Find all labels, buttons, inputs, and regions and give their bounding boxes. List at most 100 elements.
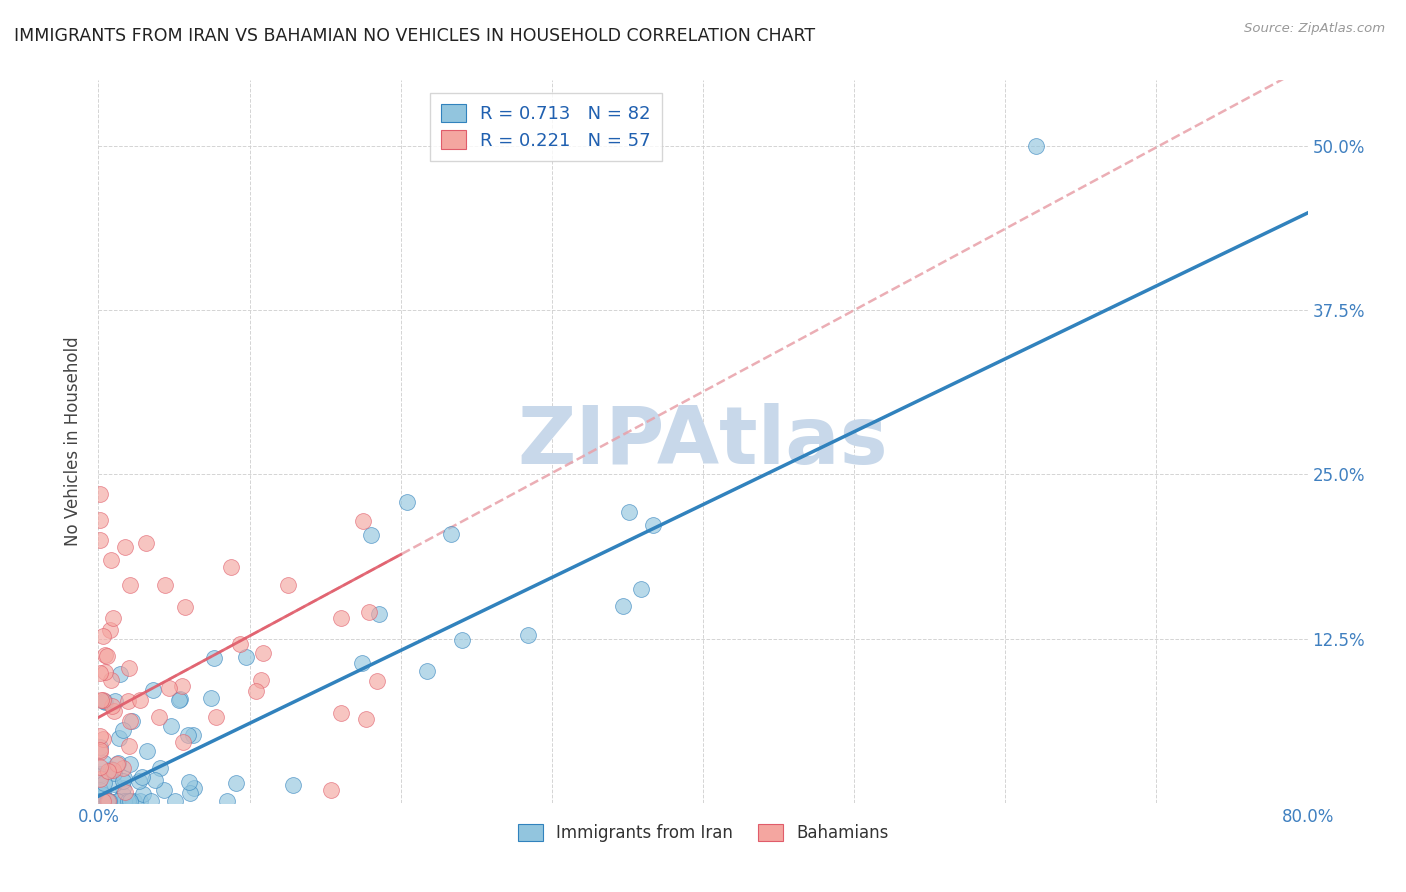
Point <box>90 795 112 809</box>
Point <box>100 764 122 778</box>
Point <box>103 704 125 718</box>
Text: ZIPAtlas: ZIPAtlas <box>517 402 889 481</box>
Point <box>619 505 641 519</box>
Point <box>97 795 120 809</box>
Point <box>112 761 135 775</box>
Point <box>112 781 135 796</box>
Point <box>89 729 111 743</box>
Point <box>250 673 273 688</box>
Point <box>215 795 238 809</box>
Point <box>114 784 136 798</box>
Point <box>103 777 125 791</box>
Point <box>114 540 136 554</box>
Point <box>219 559 242 574</box>
Point <box>100 553 122 567</box>
Point <box>368 607 391 621</box>
Point <box>179 787 201 801</box>
Point <box>93 694 115 708</box>
Point <box>153 577 176 591</box>
Point <box>235 650 257 665</box>
Point <box>129 795 152 809</box>
Point <box>202 650 225 665</box>
Point <box>174 599 197 614</box>
Point <box>205 710 228 724</box>
Point <box>129 692 152 706</box>
Point <box>105 794 128 808</box>
Point <box>118 739 141 753</box>
Point <box>128 774 150 789</box>
Point <box>89 772 111 786</box>
Point <box>135 536 157 550</box>
Point <box>416 664 439 678</box>
Point <box>96 795 118 809</box>
Point <box>104 694 127 708</box>
Point <box>103 766 125 780</box>
Point <box>145 773 167 788</box>
Point <box>91 795 114 809</box>
Point <box>245 683 267 698</box>
Point <box>89 746 111 760</box>
Point <box>157 681 180 695</box>
Point <box>105 757 128 772</box>
Point <box>98 623 121 637</box>
Point <box>112 773 135 788</box>
Point <box>97 795 120 809</box>
Point <box>100 673 122 687</box>
Point <box>169 692 191 706</box>
Point <box>1024 139 1046 153</box>
Point <box>366 673 388 688</box>
Point <box>90 693 112 707</box>
Text: IMMIGRANTS FROM IRAN VS BAHAMIAN NO VEHICLES IN HOUSEHOLD CORRELATION CHART: IMMIGRANTS FROM IRAN VS BAHAMIAN NO VEHI… <box>14 27 815 45</box>
Point <box>177 775 200 789</box>
Text: Source: ZipAtlas.com: Source: ZipAtlas.com <box>1244 22 1385 36</box>
Point <box>112 795 135 809</box>
Point <box>93 776 115 790</box>
Point <box>354 712 377 726</box>
Point <box>97 794 120 808</box>
Point <box>131 770 153 784</box>
Point <box>169 693 191 707</box>
Point <box>91 629 114 643</box>
Point <box>107 756 129 770</box>
Y-axis label: No Vehicles in Household: No Vehicles in Household <box>65 336 83 547</box>
Point <box>277 578 299 592</box>
Point <box>612 599 634 613</box>
Point <box>121 714 143 728</box>
Point <box>107 731 129 745</box>
Point <box>451 632 474 647</box>
Point <box>329 706 352 720</box>
Point <box>101 698 124 713</box>
Point <box>149 761 172 775</box>
Point <box>122 795 145 809</box>
Point <box>97 795 120 809</box>
Point <box>91 795 114 809</box>
Point <box>100 762 122 776</box>
Point <box>352 514 374 528</box>
Point <box>396 494 419 508</box>
Point <box>91 795 114 809</box>
Point <box>111 723 134 738</box>
Point <box>91 693 114 707</box>
Point <box>112 772 135 786</box>
Point <box>97 764 120 778</box>
Point <box>142 682 165 697</box>
Point <box>352 656 374 670</box>
Point <box>117 694 139 708</box>
Point <box>357 605 380 619</box>
Point <box>630 582 652 596</box>
Point <box>281 778 304 792</box>
Point <box>94 648 117 662</box>
Point <box>118 756 141 771</box>
Point <box>93 756 115 771</box>
Point <box>101 764 124 778</box>
Point <box>117 795 139 809</box>
Point <box>89 782 111 797</box>
Point <box>94 695 117 709</box>
Point <box>96 795 118 809</box>
Point <box>89 743 111 757</box>
Point <box>93 795 115 809</box>
Point <box>360 528 382 542</box>
Point <box>89 666 111 681</box>
Point <box>120 714 142 728</box>
Point <box>93 665 115 679</box>
